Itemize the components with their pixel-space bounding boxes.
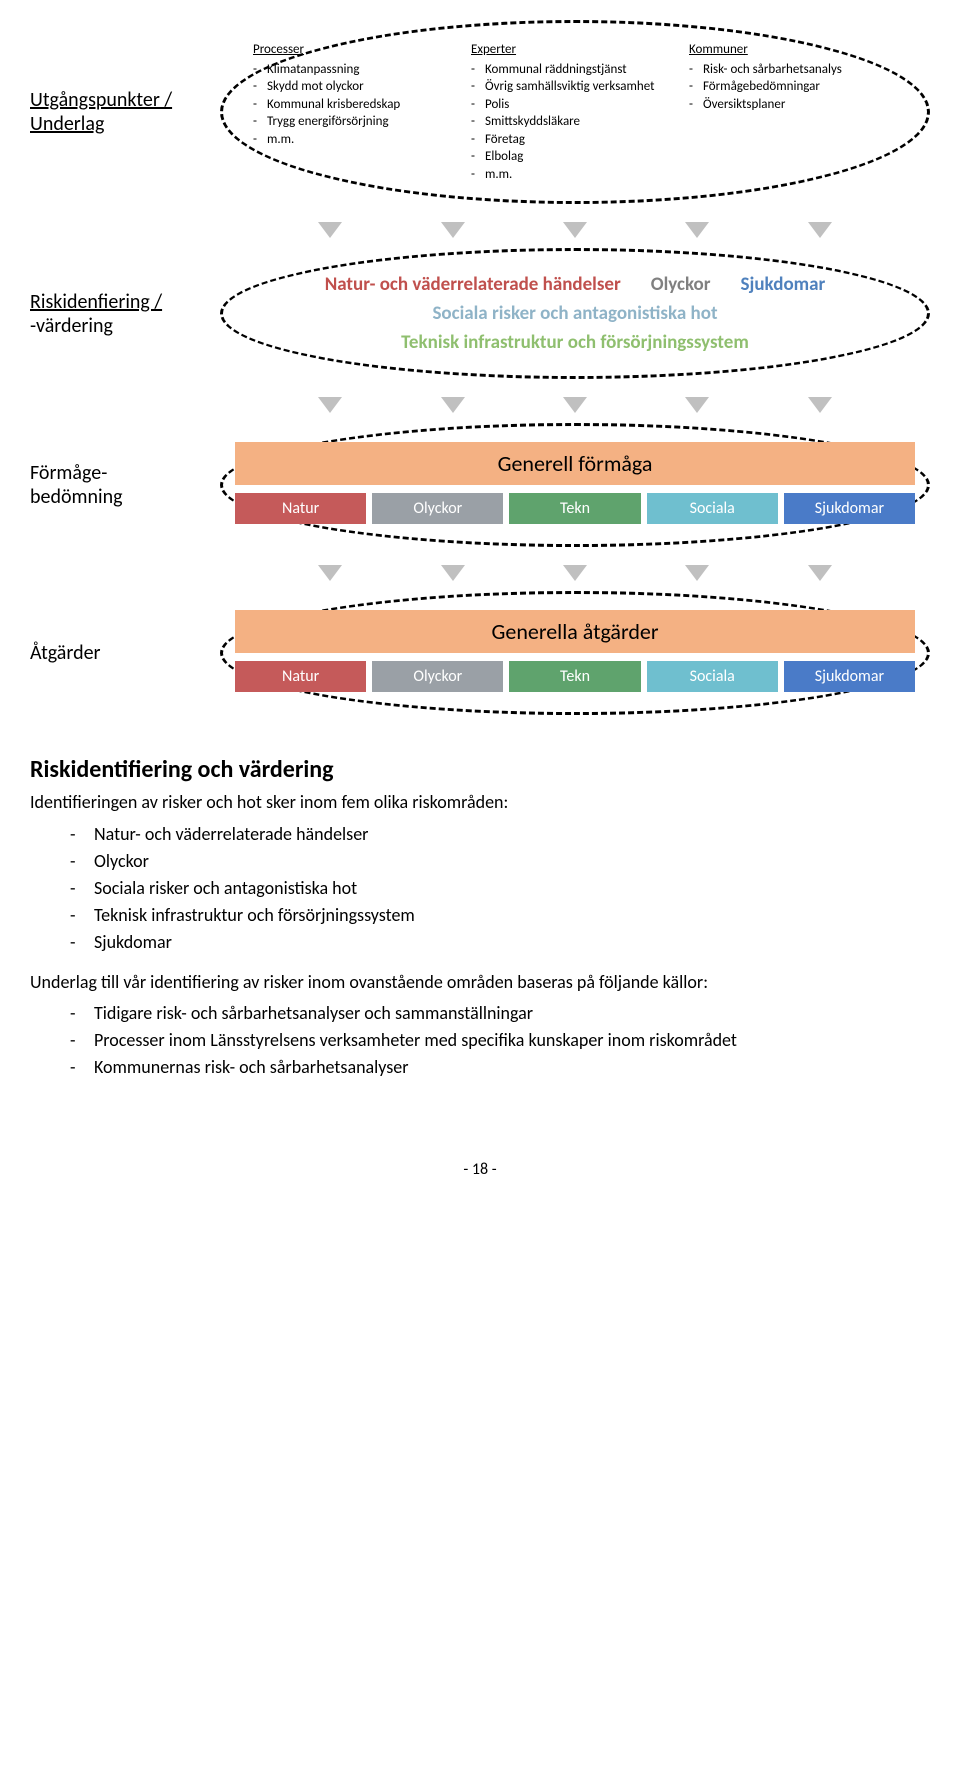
col-item: -m.m. <box>471 166 679 184</box>
risk-sociala: Sociala risker och antagonistiska hot <box>432 302 717 325</box>
col-item: -Skydd mot olyckor <box>253 78 461 96</box>
stage-content: Natur- och väderrelaterade händelser Oly… <box>220 248 930 379</box>
down-arrow-icon <box>563 222 587 238</box>
risk-natur: Natur- och väderrelaterade händelser <box>325 273 621 296</box>
chip: Sjukdomar <box>784 493 915 524</box>
down-arrow-icon <box>563 565 587 581</box>
list-item: -Processer inom Länsstyrelsens verksamhe… <box>70 1028 930 1053</box>
down-arrow-icon <box>808 222 832 238</box>
down-arrow-icon <box>808 397 832 413</box>
bullet-list: -Tidigare risk- och sårbarhetsanalyser o… <box>30 1001 930 1081</box>
ellipse: Generell förmåga NaturOlyckorTeknSociala… <box>220 423 930 547</box>
chip: Olyckor <box>372 661 503 692</box>
label-line: Utgångspunkter / <box>30 88 220 112</box>
col-item: -Polis <box>471 96 679 114</box>
chip: Tekn <box>509 661 640 692</box>
stage-formagebedömning: Förmåge- bedömning Generell förmåga Natu… <box>30 423 930 547</box>
page: Utgångspunkter / Underlag Processer -Kli… <box>0 0 960 1219</box>
col-item: -Elbolag <box>471 148 679 166</box>
stage-label: Riskidenfiering / -värdering <box>30 290 220 338</box>
down-arrow-icon <box>685 222 709 238</box>
page-number: - 18 - <box>30 1160 930 1179</box>
col-item: -m.m. <box>253 131 461 149</box>
down-arrow-icon <box>318 397 342 413</box>
down-arrow-icon <box>685 565 709 581</box>
ellipse: Processer -Klimatanpassning-Skydd mot ol… <box>220 20 930 204</box>
col-title: Experter <box>471 41 679 59</box>
col-item: -Risk- och sårbarhetsanalys <box>689 61 897 79</box>
ellipse: Natur- och väderrelaterade händelser Oly… <box>220 248 930 379</box>
risk-categories: Natur- och väderrelaterade händelser Oly… <box>263 273 887 354</box>
list-item: -Kommunernas risk- och sårbarhetsanalyse… <box>70 1055 930 1080</box>
chip: Natur <box>235 493 366 524</box>
chips-row: NaturOlyckorTeknSocialaSjukdomar <box>235 493 915 524</box>
risk-teknisk: Teknisk infrastruktur och försörjningssy… <box>401 331 749 354</box>
col-item: -Övrig samhällsviktig verksamhet <box>471 78 679 96</box>
label-line: Riskidenfiering / <box>30 290 220 314</box>
label-line: Förmåge- <box>30 461 220 485</box>
col-kommuner: Kommuner -Risk- och sårbarhetsanalys-För… <box>689 41 897 183</box>
body-text: Underlag till vår identifiering av riske… <box>30 970 930 995</box>
risk-sjukdomar: Sjukdomar <box>741 273 826 296</box>
stage-label: Utgångspunkter / Underlag <box>30 88 220 136</box>
chip: Sjukdomar <box>784 661 915 692</box>
chip: Natur <box>235 661 366 692</box>
col-item: -Kommunal räddningstjänst <box>471 61 679 79</box>
col-item: -Företag <box>471 131 679 149</box>
label-line: -värdering <box>30 314 220 338</box>
col-item: -Förmågebedömningar <box>689 78 897 96</box>
bullet-list: -Natur- och väderrelaterade händelser-Ol… <box>30 822 930 956</box>
down-arrow-icon <box>563 397 587 413</box>
list-item: -Natur- och väderrelaterade händelser <box>70 822 930 847</box>
stage-content: Generell förmåga NaturOlyckorTeknSociala… <box>220 423 930 547</box>
columns: Processer -Klimatanpassning-Skydd mot ol… <box>253 41 897 183</box>
down-arrow-icon <box>441 397 465 413</box>
label-line: Underlag <box>30 112 220 136</box>
arrows-row <box>30 212 930 248</box>
col-item: -Trygg energiförsörjning <box>253 113 461 131</box>
list-item: -Olyckor <box>70 849 930 874</box>
arrows-row <box>30 387 930 423</box>
chip: Tekn <box>509 493 640 524</box>
down-arrow-icon <box>318 222 342 238</box>
col-item: -Klimatanpassning <box>253 61 461 79</box>
arrows-row <box>30 555 930 591</box>
chip: Sociala <box>647 661 778 692</box>
stage-utgangspunkter: Utgångspunkter / Underlag Processer -Kli… <box>30 20 930 204</box>
chips-row: NaturOlyckorTeknSocialaSjukdomar <box>235 661 915 692</box>
down-arrow-icon <box>808 565 832 581</box>
col-title: Kommuner <box>689 41 897 59</box>
chip: Sociala <box>647 493 778 524</box>
col-item: -Smittskyddsläkare <box>471 113 679 131</box>
list-item: -Sjukdomar <box>70 930 930 955</box>
list-item: -Tidigare risk- och sårbarhetsanalyser o… <box>70 1001 930 1026</box>
down-arrow-icon <box>685 397 709 413</box>
big-bar: Generella åtgärder <box>235 610 915 653</box>
stage-label: Åtgärder <box>30 641 220 665</box>
col-title: Processer <box>253 41 461 59</box>
stage-content: Generella åtgärder NaturOlyckorTeknSocia… <box>220 591 930 715</box>
stage-riskidentifiering: Riskidenfiering / -värdering Natur- och … <box>30 248 930 379</box>
col-item: -Kommunal krisberedskap <box>253 96 461 114</box>
risk-olyckor: Olyckor <box>651 273 711 296</box>
stage-label: Förmåge- bedömning <box>30 461 220 509</box>
label-line: Åtgärder <box>30 641 220 665</box>
col-experter: Experter -Kommunal räddningstjänst-Övrig… <box>471 41 679 183</box>
list-item: -Teknisk infrastruktur och försörjningss… <box>70 903 930 928</box>
col-processer: Processer -Klimatanpassning-Skydd mot ol… <box>253 41 461 183</box>
ellipse: Generella åtgärder NaturOlyckorTeknSocia… <box>220 591 930 715</box>
down-arrow-icon <box>441 222 465 238</box>
section-heading: Riskidentifiering och värdering <box>30 755 930 784</box>
big-bar: Generell förmåga <box>235 442 915 485</box>
col-item: -Översiktsplaner <box>689 96 897 114</box>
chip: Olyckor <box>372 493 503 524</box>
body-text: Identifieringen av risker och hot sker i… <box>30 790 930 815</box>
stage-content: Processer -Klimatanpassning-Skydd mot ol… <box>220 20 930 204</box>
stage-atgarder: Åtgärder Generella åtgärder NaturOlyckor… <box>30 591 930 715</box>
list-item: -Sociala risker och antagonistiska hot <box>70 876 930 901</box>
down-arrow-icon <box>318 565 342 581</box>
label-line: bedömning <box>30 485 220 509</box>
down-arrow-icon <box>441 565 465 581</box>
